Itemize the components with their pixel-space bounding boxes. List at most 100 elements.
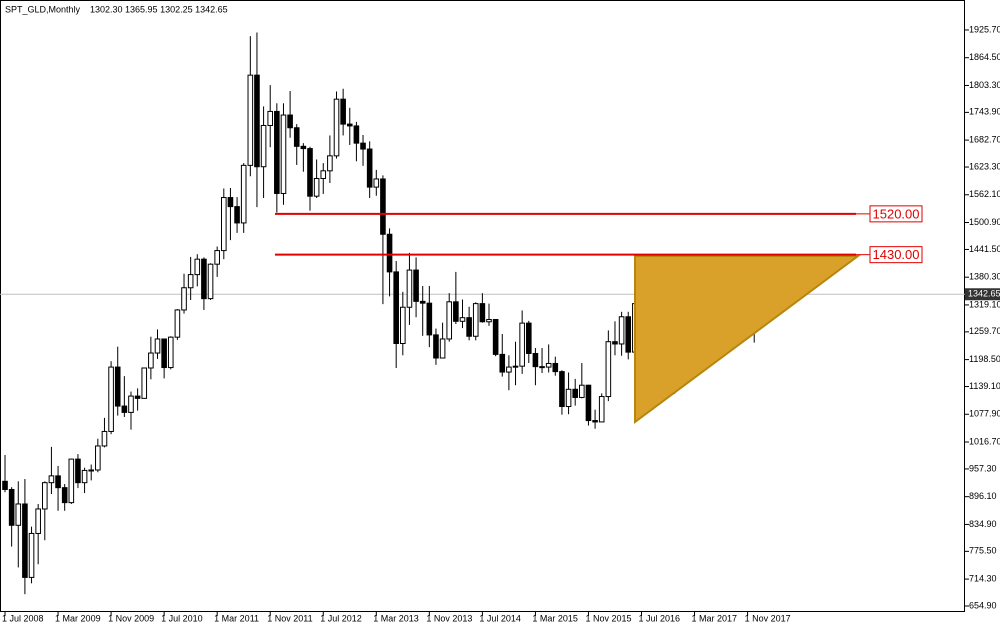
x-tick-label: 1 Nov 2017 — [745, 613, 791, 623]
candle-body — [552, 362, 559, 373]
candle-body — [413, 269, 419, 302]
x-tick-label: 1 Mar 2009 — [55, 613, 101, 623]
candle-body — [386, 233, 393, 273]
candle-body — [214, 250, 220, 265]
x-tick-label: 1 Nov 2009 — [108, 613, 154, 623]
candle-body — [134, 395, 141, 399]
candle-body — [88, 469, 95, 472]
candle-body — [95, 445, 101, 471]
y-tick-label: 1864.50 — [969, 52, 1000, 62]
candle-body — [274, 110, 280, 194]
candle-body — [380, 178, 386, 235]
candle-body — [579, 384, 585, 398]
candle-body — [8, 488, 15, 526]
candle-body — [618, 316, 625, 345]
y-tick-label: 1441.50 — [969, 244, 1000, 254]
candle-body — [267, 110, 274, 126]
candle-body — [287, 114, 293, 129]
triangle-pattern — [634, 255, 862, 424]
candle-body — [161, 338, 167, 369]
candle-body — [605, 341, 612, 398]
candle-body — [446, 301, 453, 340]
candle-body — [201, 258, 207, 300]
y-tick-label: 654.90 — [969, 600, 997, 610]
candle-body — [512, 365, 519, 368]
candle-body — [101, 430, 108, 447]
x-tick-label: 1 Jul 2014 — [479, 613, 521, 623]
x-tick-label: 1 Nov 2013 — [426, 613, 472, 623]
x-tick-label: 1 Nov 2015 — [585, 613, 631, 623]
y-tick-label: 834.90 — [969, 519, 997, 529]
candle-body — [28, 532, 35, 578]
y-tick-label: 714.30 — [969, 573, 997, 583]
x-tick-label: 1 Mar 2013 — [373, 613, 419, 623]
candle-body — [227, 197, 234, 208]
candle-body — [499, 353, 506, 373]
y-tick-label: 1319.10 — [969, 299, 1000, 309]
y-tick-label: 1925.70 — [969, 24, 1000, 34]
candle-body — [373, 178, 380, 188]
y-tick-label: 1077.90 — [969, 409, 1000, 419]
candle-body — [174, 309, 181, 338]
level-label-box — [869, 205, 923, 223]
candle-body — [128, 395, 134, 413]
candle-body — [625, 316, 632, 353]
y-tick-label: 1682.70 — [969, 134, 1000, 144]
candle-body — [280, 114, 287, 194]
candle-body — [114, 366, 121, 407]
y-tick-label: 896.10 — [969, 491, 997, 501]
y-tick-label: 1562.10 — [969, 189, 1000, 199]
x-tick-label: 1 Mar 2017 — [692, 613, 738, 623]
y-tick-label: 1623.30 — [969, 161, 1000, 171]
level-label: 1520.00 — [873, 206, 920, 221]
candle-body — [207, 263, 214, 300]
candle-body — [472, 303, 479, 337]
last-price-label: 1342.65 — [968, 289, 1000, 299]
candle-body — [247, 74, 254, 166]
y-tick-label: 1139.10 — [969, 381, 1000, 391]
candle-body — [22, 503, 28, 578]
candle-body — [320, 170, 327, 180]
candle-body — [154, 338, 161, 354]
candle-body — [61, 487, 68, 504]
candle-body — [559, 371, 565, 408]
candle-body — [240, 164, 247, 224]
candle-body — [81, 469, 88, 484]
candle-body — [313, 178, 320, 197]
candle-body — [393, 271, 399, 345]
candle-body — [187, 274, 194, 289]
candle-body — [419, 300, 426, 304]
candle-body — [492, 318, 499, 355]
level-label: 1430.00 — [873, 247, 920, 262]
candle-body — [2, 480, 8, 490]
candle-body — [406, 269, 413, 308]
candle-body — [234, 206, 240, 224]
chart-title: SPT_GLD,Monthly — [5, 4, 81, 14]
candle-body — [585, 384, 592, 422]
y-tick-label: 1198.50 — [969, 354, 1000, 364]
y-tick-label: 1803.30 — [969, 80, 1000, 90]
candle-body — [148, 352, 154, 369]
x-tick-label: 1 Jul 2008 — [2, 613, 44, 623]
candle-body — [181, 287, 187, 311]
candle-body — [519, 322, 525, 367]
candle-body — [300, 145, 307, 150]
x-tick-label: 1 Jul 2010 — [161, 613, 203, 623]
candle-body — [366, 148, 373, 188]
candle-body — [327, 155, 333, 172]
candle-body — [121, 405, 128, 413]
y-tick-label: 1500.90 — [969, 217, 1000, 227]
x-tick-label: 1 Jul 2012 — [320, 613, 362, 623]
candle-body — [108, 366, 114, 432]
candle-body — [525, 322, 532, 354]
candle-body — [55, 475, 61, 489]
y-tick-label: 1259.70 — [969, 326, 1000, 336]
y-tick-label: 1380.30 — [969, 272, 1000, 282]
candle-body — [15, 503, 22, 526]
candle-body — [453, 301, 459, 322]
candle-body — [167, 336, 174, 369]
candle-body — [612, 341, 618, 345]
candle-body — [426, 302, 433, 336]
y-tick-label: 775.50 — [969, 546, 997, 556]
